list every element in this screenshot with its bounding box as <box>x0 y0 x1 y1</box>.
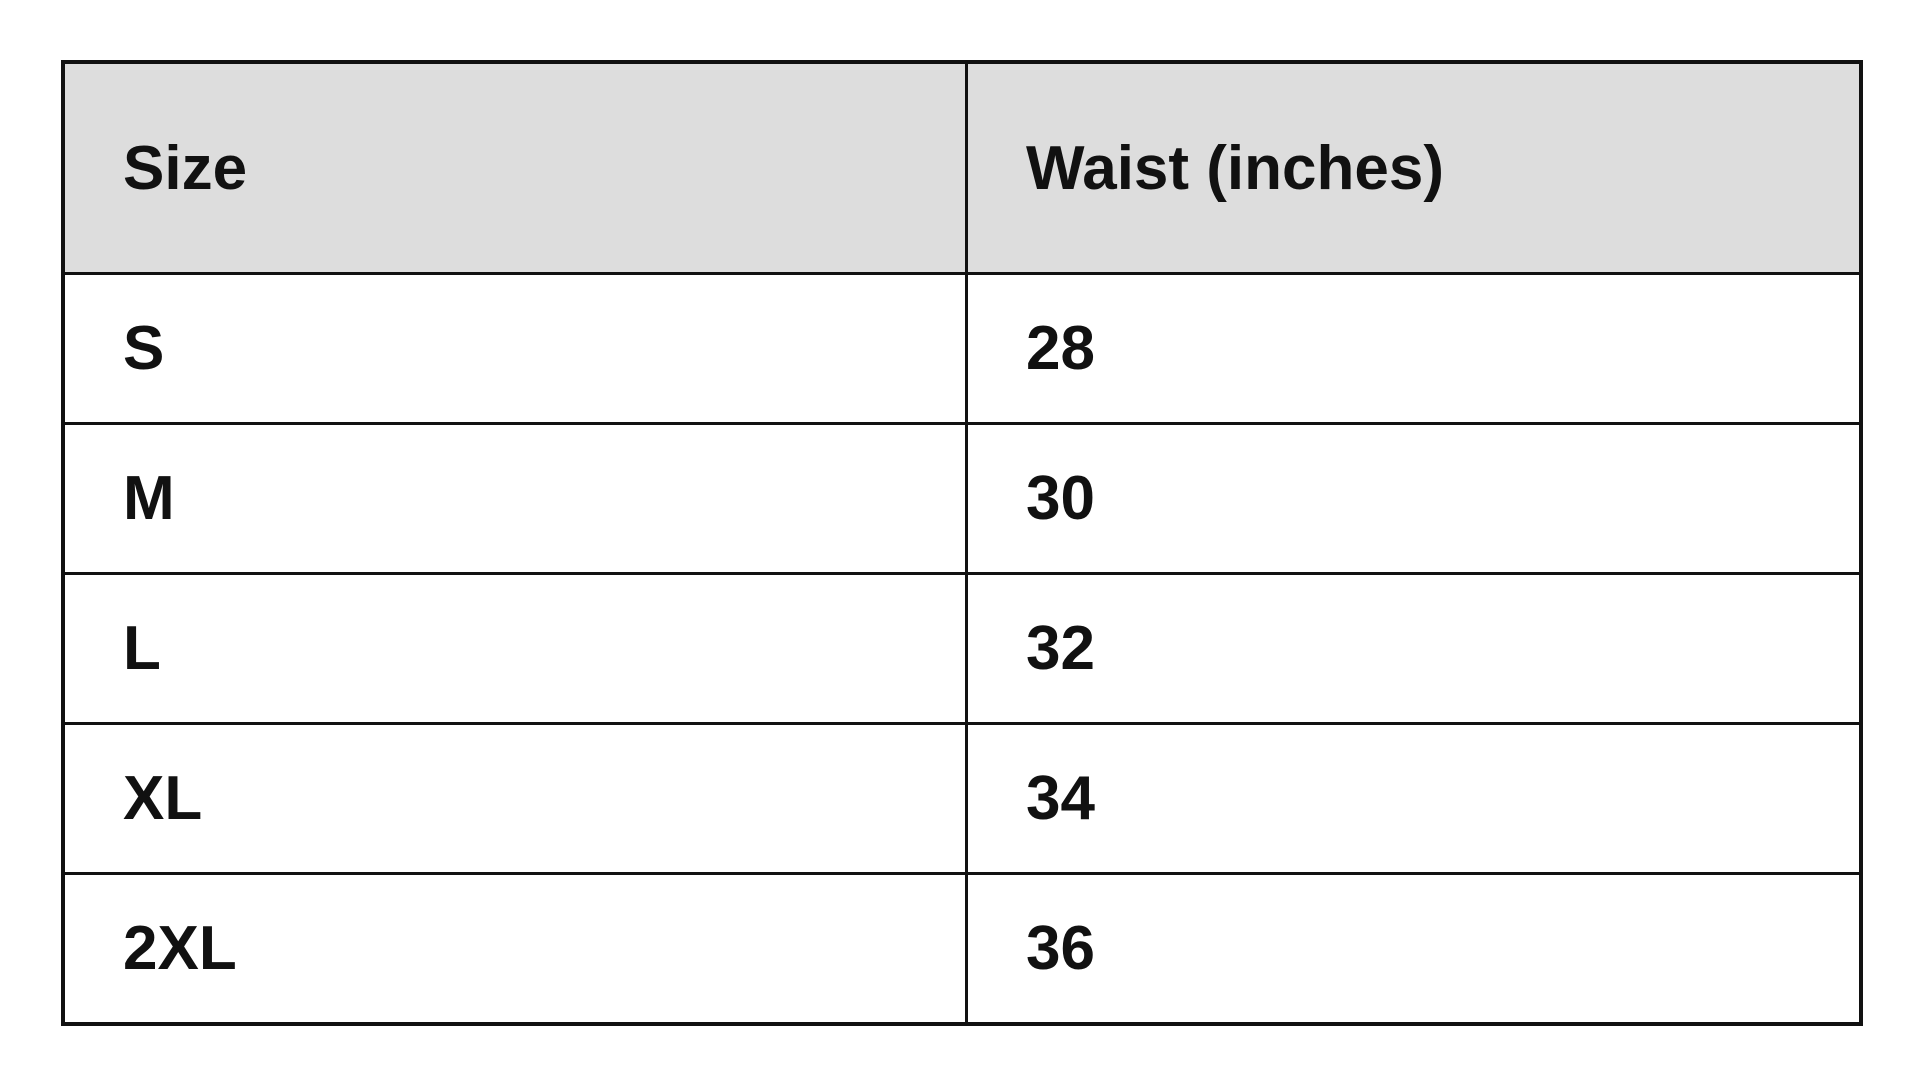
cell-size: L <box>61 572 968 725</box>
cell-size: S <box>61 272 968 425</box>
cell-waist: 36 <box>965 872 1863 1026</box>
table-row: M 30 <box>61 422 1863 575</box>
table-row: L 32 <box>61 572 1863 725</box>
cell-waist: 32 <box>965 572 1863 725</box>
cell-waist: 30 <box>965 422 1863 575</box>
cell-size: XL <box>61 722 968 875</box>
header-size: Size <box>61 60 968 275</box>
table-row: S 28 <box>61 272 1863 425</box>
header-waist: Waist (inches) <box>965 60 1863 275</box>
cell-size: M <box>61 422 968 575</box>
table-row: 2XL 36 <box>61 872 1863 1026</box>
table-row: XL 34 <box>61 722 1863 875</box>
cell-waist: 34 <box>965 722 1863 875</box>
size-chart-table: Size Waist (inches) S 28 M 30 L 32 XL 34… <box>61 60 1863 1026</box>
cell-waist: 28 <box>965 272 1863 425</box>
cell-size: 2XL <box>61 872 968 1026</box>
table-header-row: Size Waist (inches) <box>61 60 1863 275</box>
